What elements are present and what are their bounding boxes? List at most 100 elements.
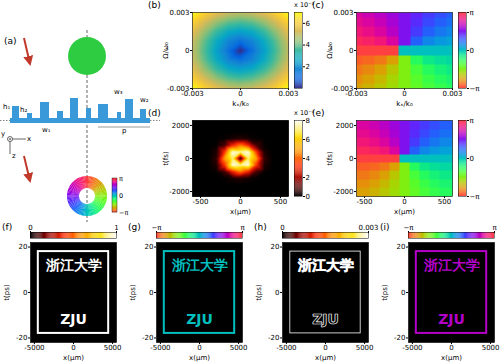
svg-text:π: π: [470, 9, 475, 17]
svg-text:0: 0: [238, 90, 242, 98]
svg-text:0: 0: [306, 193, 310, 201]
svg-text:2000: 2000: [336, 122, 354, 130]
svg-text:-20: -20: [268, 334, 279, 342]
svg-text:-2000: -2000: [169, 188, 189, 196]
svg-text:t(ps): t(ps): [255, 284, 263, 301]
svg-text:0: 0: [470, 155, 474, 163]
svg-text:ZJU: ZJU: [312, 311, 339, 327]
svg-text:kₓ/k₀: kₓ/k₀: [232, 100, 249, 108]
svg-text:w₂: w₂: [140, 96, 149, 104]
svg-text:ZJU: ZJU: [60, 311, 87, 327]
svg-text:−π: −π: [470, 193, 481, 201]
svg-text:浙江大学: 浙江大学: [45, 257, 102, 273]
svg-text:1: 1: [114, 224, 118, 232]
svg-text:0.003: 0.003: [169, 9, 189, 17]
svg-text:-0.003: -0.003: [345, 90, 368, 98]
svg-text:0: 0: [275, 289, 279, 297]
svg-text:0: 0: [402, 198, 406, 206]
svg-text:-0.003: -0.003: [181, 90, 204, 98]
svg-text:2: 2: [306, 174, 310, 182]
svg-text:浙江大学: 浙江大学: [423, 257, 480, 273]
svg-text:x(μm): x(μm): [394, 208, 415, 216]
svg-text:t(ps): t(ps): [3, 284, 11, 301]
svg-text:ZJU: ZJU: [186, 311, 213, 327]
svg-text:kₓ/k₀: kₓ/k₀: [396, 100, 413, 108]
svg-text:0: 0: [185, 47, 189, 55]
svg-text:0.003: 0.003: [278, 90, 298, 98]
svg-text:-20: -20: [16, 334, 27, 342]
svg-text:0: 0: [119, 192, 123, 200]
svg-text:p: p: [122, 127, 127, 135]
svg-text:0: 0: [402, 90, 406, 98]
svg-text:z: z: [12, 152, 16, 160]
svg-text:-500: -500: [193, 198, 209, 206]
svg-text:y: y: [1, 130, 5, 138]
svg-text:0: 0: [28, 224, 32, 232]
svg-text:π: π: [240, 224, 245, 232]
svg-text:ZJU: ZJU: [438, 311, 465, 327]
svg-text:-20: -20: [394, 334, 405, 342]
svg-text:w₃: w₃: [114, 88, 123, 96]
svg-text:0: 0: [280, 224, 284, 232]
svg-text:π: π: [119, 175, 123, 183]
svg-text:4: 4: [306, 155, 311, 163]
svg-text:20: 20: [271, 243, 280, 251]
svg-text:0: 0: [470, 47, 474, 55]
svg-text:0.003: 0.003: [442, 90, 462, 98]
svg-text:−π: −π: [119, 209, 128, 217]
svg-text:0: 0: [71, 344, 75, 352]
svg-text:5000: 5000: [356, 344, 374, 352]
svg-text:500: 500: [438, 198, 451, 206]
svg-text:-2000: -2000: [333, 188, 353, 196]
svg-text:5000: 5000: [104, 344, 122, 352]
svg-text:0: 0: [185, 155, 189, 163]
svg-text:8: 8: [306, 117, 310, 125]
svg-text:2: 2: [306, 63, 310, 71]
svg-text:t(ps): t(ps): [129, 284, 137, 301]
svg-text:π: π: [470, 117, 475, 125]
svg-text:t(ps): t(ps): [381, 284, 389, 301]
svg-text:20: 20: [397, 243, 406, 251]
svg-text:-5000: -5000: [150, 344, 170, 352]
svg-text:−π: −π: [470, 85, 481, 93]
svg-text:-5000: -5000: [402, 344, 422, 352]
svg-text:w₁: w₁: [42, 126, 51, 134]
svg-text:x(μm): x(μm): [230, 208, 251, 216]
svg-text:20: 20: [19, 243, 28, 251]
svg-text:t(fs): t(fs): [162, 151, 170, 166]
svg-text:0: 0: [349, 47, 353, 55]
svg-text:x: x: [27, 135, 31, 143]
svg-text:-20: -20: [142, 334, 153, 342]
svg-text:x(μm): x(μm): [315, 354, 336, 362]
svg-text:6: 6: [306, 136, 311, 144]
svg-text:-5000: -5000: [276, 344, 296, 352]
svg-text:0.003: 0.003: [333, 9, 353, 17]
svg-text:5000: 5000: [482, 344, 500, 352]
svg-text:h₂: h₂: [20, 106, 27, 114]
svg-text:4: 4: [306, 41, 311, 49]
svg-text:0.003: 0.003: [358, 224, 378, 232]
svg-text:6: 6: [306, 20, 311, 28]
svg-text:0: 0: [197, 344, 201, 352]
svg-text:0: 0: [349, 155, 353, 163]
svg-text:x(μm): x(μm): [189, 354, 210, 362]
svg-text:−π: −π: [151, 224, 162, 232]
svg-text:π: π: [492, 224, 497, 232]
svg-text:Ω/ω₀: Ω/ω₀: [162, 42, 170, 59]
svg-text:0: 0: [238, 198, 242, 206]
svg-text:浙江大学: 浙江大学: [297, 257, 354, 273]
svg-text:x(μm): x(μm): [441, 354, 462, 362]
svg-text:5000: 5000: [230, 344, 248, 352]
svg-text:h₁: h₁: [3, 103, 10, 111]
svg-text:-500: -500: [357, 198, 373, 206]
svg-text:2000: 2000: [172, 122, 190, 130]
svg-text:浙江大学: 浙江大学: [171, 257, 228, 273]
svg-text:x(μm): x(μm): [63, 354, 84, 362]
svg-text:0: 0: [449, 344, 453, 352]
svg-text:−π: −π: [403, 224, 414, 232]
svg-text:Ω/ω₀: Ω/ω₀: [326, 42, 334, 59]
svg-text:-5000: -5000: [24, 344, 44, 352]
svg-text:20: 20: [145, 243, 154, 251]
svg-text:0: 0: [323, 344, 327, 352]
svg-text:500: 500: [274, 198, 287, 206]
